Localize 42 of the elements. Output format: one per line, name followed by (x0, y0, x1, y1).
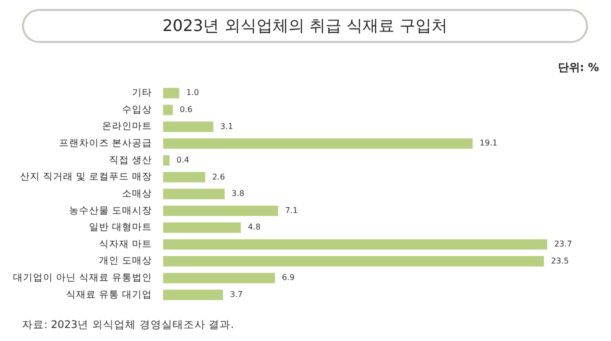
bar (163, 188, 225, 200)
bar (163, 290, 224, 300)
data-label: 23.5 (550, 256, 569, 266)
chart-title: 2023년 외식업체의 취급 식재료 구입처 (22, 9, 588, 43)
bar (163, 122, 214, 132)
data-label: 2.6 (212, 172, 225, 182)
data-label: 1.0 (186, 88, 200, 98)
y-tick-label: 수입상 (122, 104, 152, 116)
text: 단위: % (558, 60, 599, 75)
bar (163, 239, 548, 250)
y-tick-label: 개인 도매상 (99, 256, 152, 267)
data-label: 19.1 (480, 138, 498, 148)
y-tick-label: 산지 직거래 및 로컬푸드 매장 (20, 172, 152, 183)
y-tick-label: 일반 대형마트 (89, 222, 152, 234)
y-tick-label: 농수산물 도매시장 (69, 205, 152, 216)
bar (163, 256, 544, 266)
data-label: 23.7 (554, 240, 572, 249)
y-tick-label: 대기업이 아닌 식재료 유통법인 (12, 272, 152, 284)
data-label: 3.7 (230, 290, 243, 299)
data-label: 3.1 (220, 122, 234, 131)
data-label: 4.8 (248, 222, 261, 232)
text: 자료: 2023년 외식업체 경영실태조사 결과. (22, 318, 234, 332)
bar (163, 222, 241, 233)
data-label: 6.9 (282, 273, 295, 282)
y-tick-label: 식자재 마트 (99, 238, 152, 250)
bar (163, 88, 180, 98)
data-label: 7.1 (285, 206, 298, 215)
bar (163, 155, 170, 166)
y-tick-label: 소매상 (122, 188, 152, 200)
y-tick-label: 직접 생산 (109, 154, 152, 166)
bar (163, 138, 473, 149)
bar (163, 172, 206, 182)
bar (163, 206, 278, 216)
data-label: 0.6 (180, 105, 193, 114)
y-tick-label: 기타 (132, 88, 152, 99)
data-label: 3.8 (232, 189, 244, 198)
bar (163, 272, 275, 284)
y-tick-label: 온라인마트 (102, 121, 152, 132)
y-tick-label: 프랜차이즈 본사공급 (59, 138, 152, 150)
y-tick-label: 식재료 유통 대기업 (66, 289, 152, 300)
data-label: 0.4 (176, 155, 190, 164)
bar (163, 104, 173, 116)
